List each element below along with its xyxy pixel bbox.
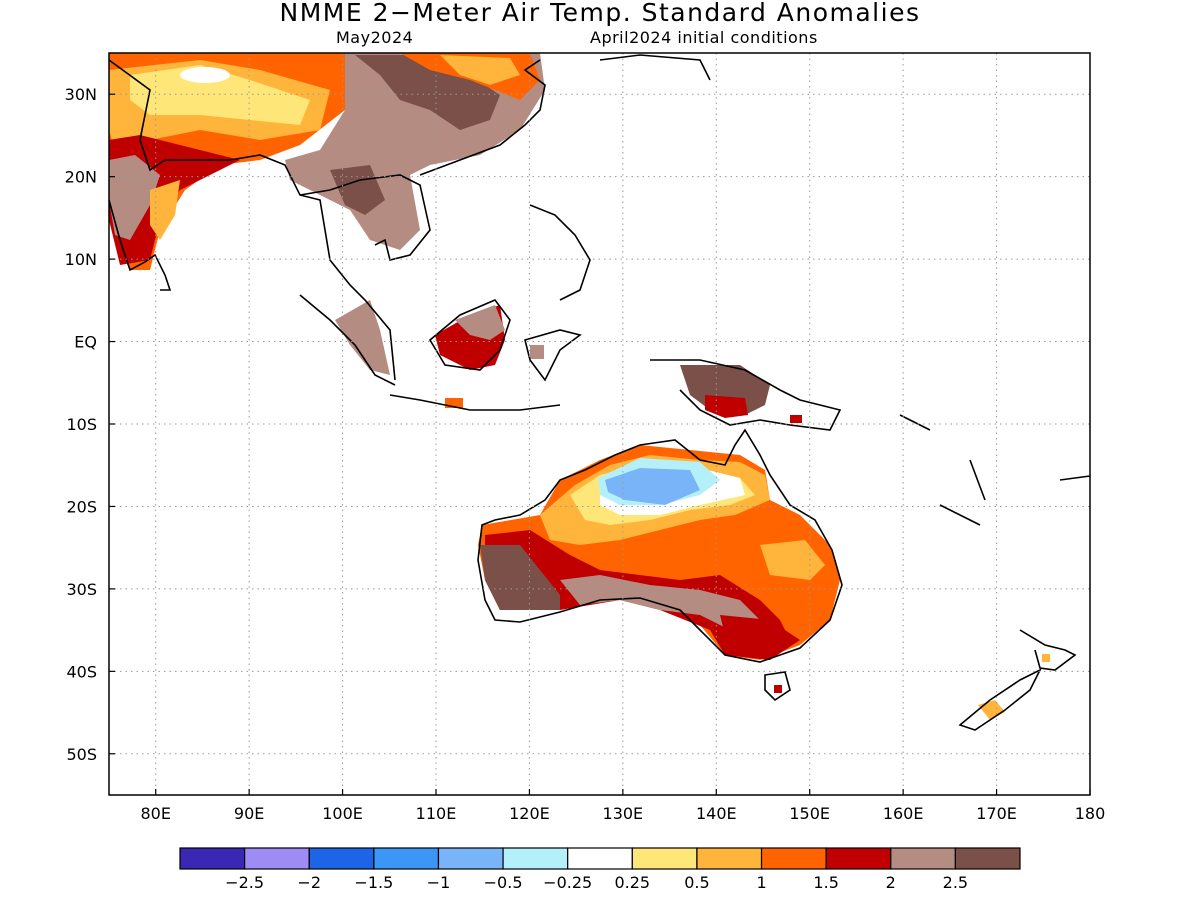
lat-label: 40S xyxy=(66,662,97,681)
colorbar-swatch xyxy=(567,847,633,870)
colorbar-swatch xyxy=(437,847,504,870)
colorbar-label: −2 xyxy=(297,873,321,892)
coast-new-guinea xyxy=(650,359,842,431)
coast-java xyxy=(389,394,561,411)
coast-india xyxy=(109,199,172,291)
lon-label: 100E xyxy=(322,804,363,823)
shade-india-brown xyxy=(109,155,160,240)
lat-label: EQ xyxy=(74,333,97,352)
shade-aus-blue xyxy=(605,468,700,505)
shade-nz-north xyxy=(1042,654,1050,662)
colorbar-swatch xyxy=(502,847,569,870)
lat-label: 30N xyxy=(65,85,97,104)
colorbar-labels: −2.5 −2 −1.5 −1 −0.5 −0.25 0.25 0.5 1 1.5 2 2.5 xyxy=(225,873,968,892)
lat-label: 20N xyxy=(65,168,97,187)
coast-borneo xyxy=(428,299,511,371)
coast-pacific-islands xyxy=(899,414,1090,526)
colorbar-label: 1 xyxy=(756,873,766,892)
coast-nz-north xyxy=(1019,629,1077,671)
lon-label: 170E xyxy=(976,804,1017,823)
colorbar-label: −0.5 xyxy=(484,873,523,892)
lat-label: 10N xyxy=(65,250,97,269)
colorbar-swatch xyxy=(954,847,1021,870)
shade-borneo-brown xyxy=(455,305,505,340)
shade-aus-west-dark xyxy=(480,545,560,610)
lon-label: 90E xyxy=(234,804,264,823)
shade-india-east xyxy=(150,180,180,240)
colorbar-label: −1 xyxy=(427,873,451,892)
lon-label: 160E xyxy=(883,804,924,823)
coast-sulawesi xyxy=(524,329,582,382)
colorbar-label: 0.5 xyxy=(684,873,709,892)
colorbar-label: 2.5 xyxy=(943,873,968,892)
colorbar-swatch xyxy=(179,847,246,870)
shade-tibet-white xyxy=(180,67,230,83)
shade-png-dark xyxy=(680,365,770,415)
colorbar-label: 0.25 xyxy=(614,873,650,892)
coast-philippines xyxy=(529,204,591,301)
colorbar-label: 1.5 xyxy=(813,873,838,892)
colorbar-label: −1.5 xyxy=(354,873,393,892)
lon-label: 140E xyxy=(696,804,737,823)
lon-label: 150E xyxy=(789,804,830,823)
coast-tasmania xyxy=(764,671,791,702)
shade-china-light xyxy=(440,55,520,85)
shade-sulawesi xyxy=(530,345,544,359)
map-frame xyxy=(108,52,1091,796)
colorbar-swatch xyxy=(696,847,763,870)
shade-java xyxy=(445,398,463,408)
coast-mainland-asia xyxy=(109,59,396,381)
colorbar-swatch xyxy=(760,847,827,870)
colorbar-label: −0.25 xyxy=(543,873,592,892)
shade-nz-south xyxy=(978,700,1005,720)
lon-label: 110E xyxy=(416,804,457,823)
shade-png-east xyxy=(790,415,802,423)
shade-tibet-yellow xyxy=(130,65,310,125)
map-title: NMME 2−Meter Air Temp. Standard Anomalie… xyxy=(279,0,921,27)
coast-indochina xyxy=(299,174,431,261)
coast-china xyxy=(419,59,546,176)
anomaly-shading xyxy=(109,53,1050,720)
lat-label: 20S xyxy=(66,497,97,516)
shade-sea-dark xyxy=(330,165,385,215)
coastlines xyxy=(109,54,1090,731)
shade-aus-south-brown xyxy=(560,575,760,635)
coast-japan xyxy=(599,54,711,81)
coast-nz-south xyxy=(958,668,1042,731)
lon-label: 120E xyxy=(509,804,550,823)
coast-australia xyxy=(477,428,843,663)
colorbar-swatch xyxy=(631,847,698,870)
lon-label: 180 xyxy=(1075,804,1106,823)
graticule xyxy=(109,53,1091,795)
lon-label: 130E xyxy=(603,804,644,823)
colorbar-label: −2.5 xyxy=(225,873,264,892)
colorbar-label: 2 xyxy=(886,873,896,892)
lat-label: 50S xyxy=(66,745,97,764)
shade-tasmania xyxy=(774,685,782,693)
forecast-month: May2024 xyxy=(336,28,414,47)
lat-label: 10S xyxy=(66,415,97,434)
initial-conditions: April2024 initial conditions xyxy=(590,28,818,47)
colorbar-swatch xyxy=(308,847,375,870)
colorbar-swatch xyxy=(244,847,310,870)
latitude-labels: 30N 20N 10N EQ 10S 20S 30S 40S 50S xyxy=(65,85,97,764)
lon-label: 80E xyxy=(140,804,170,823)
colorbar-swatch xyxy=(373,847,440,870)
shade-sumatra xyxy=(335,300,390,375)
colorbar-swatch xyxy=(825,847,892,870)
coast-sumatra xyxy=(299,294,396,386)
colorbar-swatch xyxy=(890,847,956,870)
longitude-labels: 80E 90E 100E 110E 120E 130E 140E 150E 160E 170E 18… xyxy=(140,804,1105,823)
lat-label: 30S xyxy=(66,580,97,599)
shade-aus-east-light xyxy=(760,540,825,580)
shade-png-red xyxy=(705,395,748,418)
colorbar xyxy=(179,847,1021,870)
shade-aus-se-red xyxy=(720,615,800,660)
